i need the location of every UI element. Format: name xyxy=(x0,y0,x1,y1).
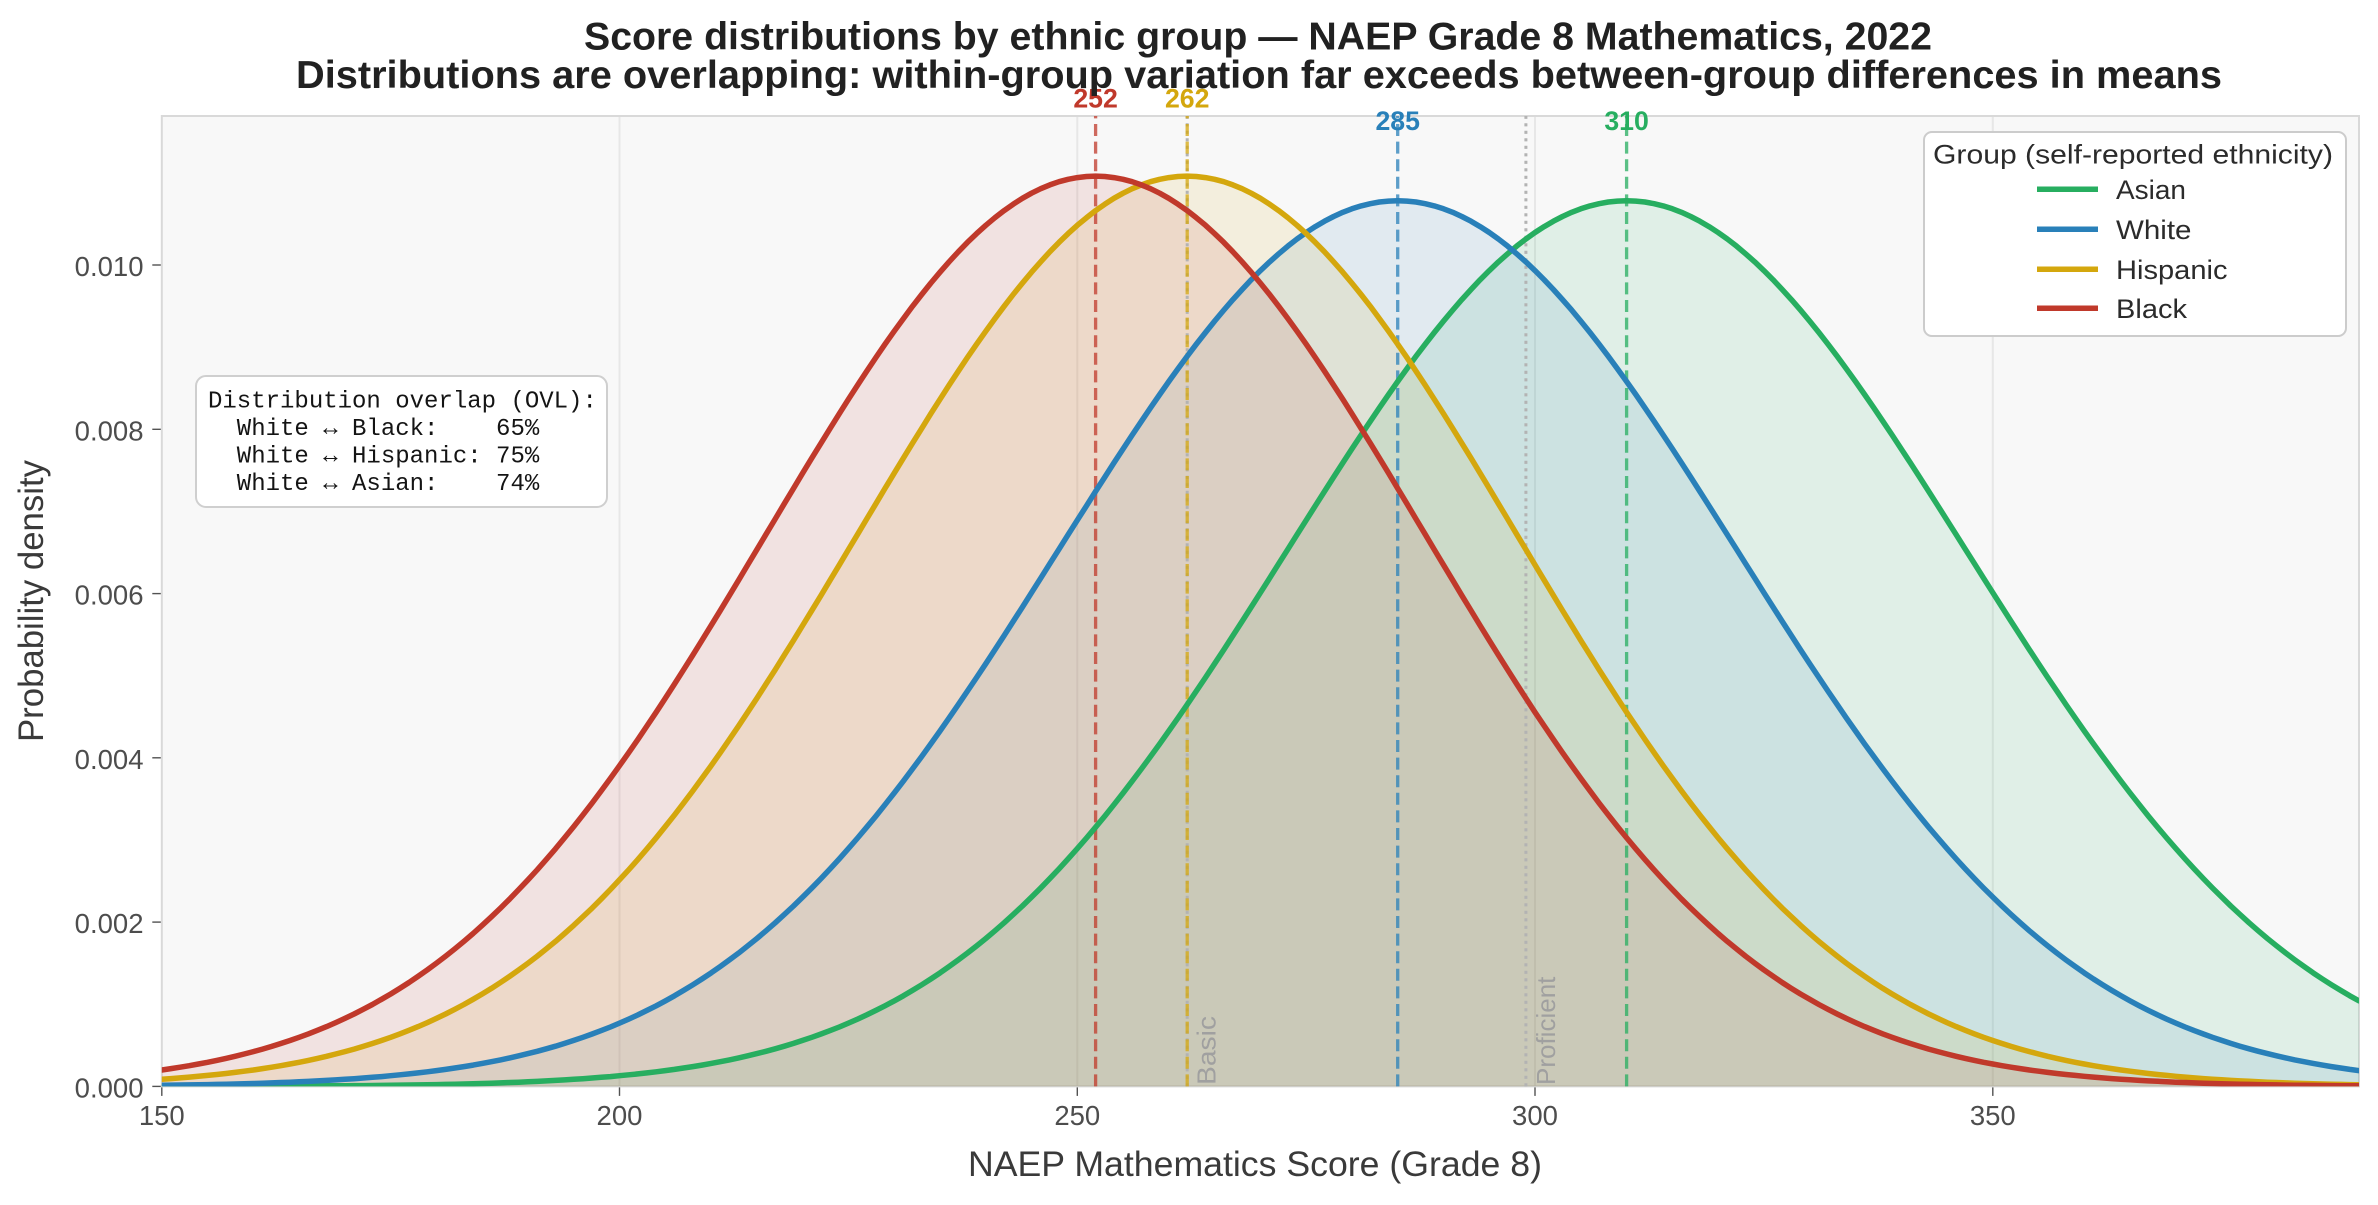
svg-text:252: 252 xyxy=(1073,82,1118,113)
svg-text:150: 150 xyxy=(139,1100,185,1131)
svg-text:Black: Black xyxy=(2116,294,2188,324)
svg-text:0.008: 0.008 xyxy=(75,415,144,446)
svg-text:Proficient: Proficient xyxy=(1531,976,1561,1085)
svg-text:NAEP Mathematics Score (Grade: NAEP Mathematics Score (Grade 8) xyxy=(968,1145,1542,1184)
svg-text:Asian: Asian xyxy=(2116,175,2186,205)
svg-text:262: 262 xyxy=(1165,82,1210,113)
svg-text:0.000: 0.000 xyxy=(75,1072,144,1103)
svg-text:350: 350 xyxy=(1970,1100,2016,1131)
svg-text:Score distributions by ethnic: Score distributions by ethnic group — NA… xyxy=(584,16,1932,59)
svg-text:310: 310 xyxy=(1604,105,1649,136)
svg-text:Distribution overlap (OVL):: Distribution overlap (OVL): xyxy=(208,389,597,416)
svg-text:285: 285 xyxy=(1375,105,1420,136)
svg-text:White ↔ Asian: 74%: White ↔ Asian: 74% xyxy=(208,471,540,498)
svg-text:White ↔ Hispanic: 75%: White ↔ Hispanic: 75% xyxy=(208,444,540,471)
svg-text:White: White xyxy=(2116,215,2192,245)
svg-text:White ↔ Black: 65%: White ↔ Black: 65% xyxy=(208,416,540,443)
svg-text:Hispanic: Hispanic xyxy=(2116,255,2228,285)
svg-text:Basic: Basic xyxy=(1192,1016,1222,1085)
svg-text:0.006: 0.006 xyxy=(75,580,144,611)
svg-text:0.010: 0.010 xyxy=(75,251,144,282)
svg-text:Probability density: Probability density xyxy=(12,460,51,742)
svg-text:0.002: 0.002 xyxy=(75,908,144,939)
svg-text:250: 250 xyxy=(1054,1100,1100,1131)
svg-text:0.004: 0.004 xyxy=(75,744,144,775)
svg-text:300: 300 xyxy=(1512,1100,1558,1131)
svg-text:200: 200 xyxy=(597,1100,643,1131)
svg-text:Group (self-reported ethnicity: Group (self-reported ethnicity) xyxy=(1933,140,2333,170)
svg-text:Distributions are overlapping:: Distributions are overlapping: within-gr… xyxy=(296,54,2222,97)
